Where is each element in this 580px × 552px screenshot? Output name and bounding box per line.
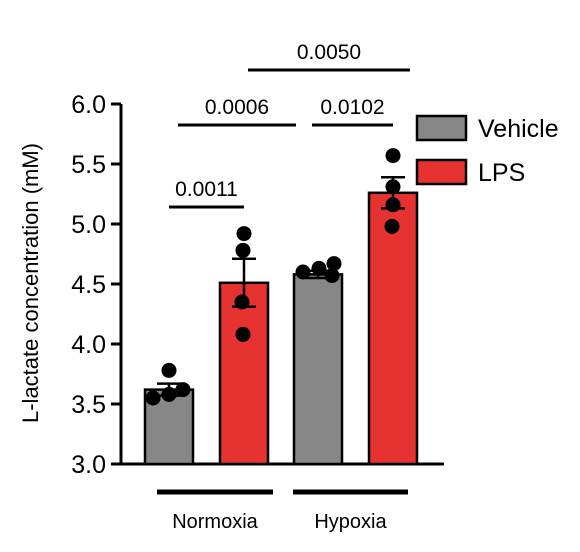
data-point [386,148,401,163]
data-point [146,391,161,406]
bar-normoxia-lps [220,283,268,464]
y-tick-label: 3.5 [71,391,106,419]
p-value-label: 0.0050 [297,41,361,64]
y-tick-label: 5.5 [71,151,106,179]
p-value-label: 0.0006 [205,96,269,119]
group-label-hypoxia: Hypoxia [314,511,387,533]
group-label-normoxia: Normoxia [172,511,258,533]
y-tick-label: 4.0 [71,331,106,359]
data-point [385,219,400,234]
p-value-label: 0.0102 [320,96,384,119]
legend-swatch-vehicle [417,116,466,140]
significance-brackets: 0.0011 0.0006 0.0102 0.0050 [169,41,410,207]
data-point [236,327,251,342]
group-labels: Normoxia Hypoxia [157,492,408,533]
legend-label-vehicle: Vehicle [478,115,559,143]
y-tick-label: 6.0 [71,91,106,119]
data-point [237,226,252,241]
p-value-label: 0.0011 [175,178,238,201]
legend-label-lps: LPS [478,159,525,187]
legend: Vehicle LPS [417,115,559,187]
data-point [236,243,251,258]
y-tick-label: 4.5 [71,271,106,299]
bars [145,193,417,464]
y-tick-label: 3.0 [71,451,106,479]
y-axis-label: L-lactate concentration (mM) [18,143,43,423]
y-tick-label: 5.0 [71,211,106,239]
data-point [162,363,177,378]
legend-swatch-lps [417,160,466,184]
bar-hypoxia-vehicle [294,274,342,464]
